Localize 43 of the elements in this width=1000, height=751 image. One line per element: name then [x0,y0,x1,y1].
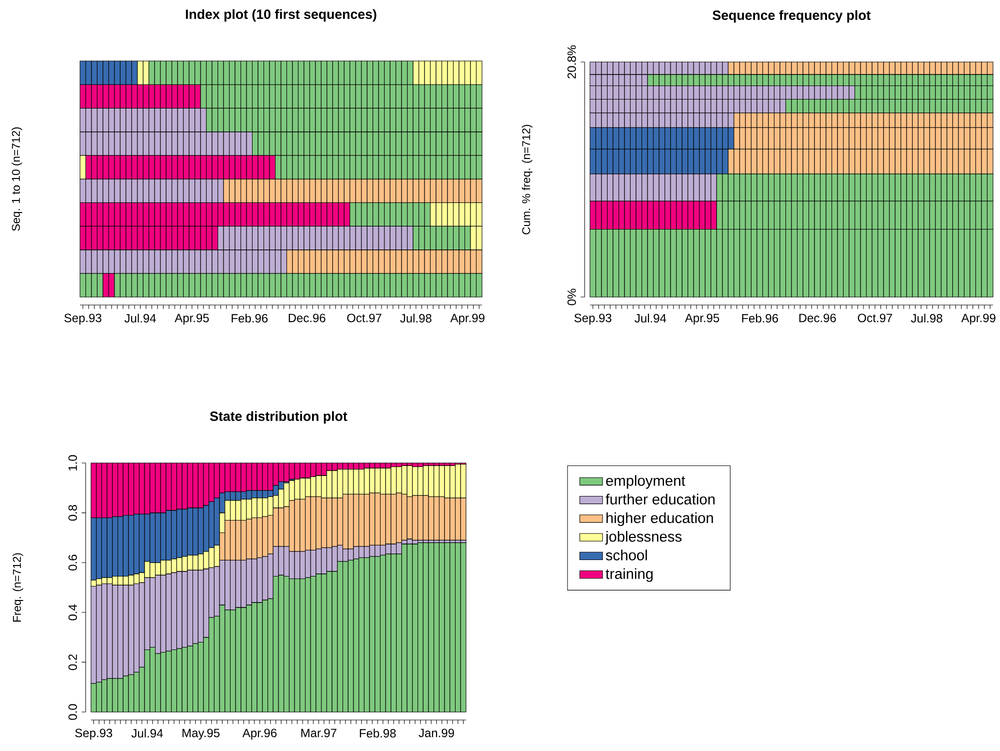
x-tick-label: Jul.94 [131,728,163,738]
x-tick-label: Oct.97 [347,314,382,322]
x-tick-label: Feb.96 [232,314,268,323]
y-tick-label: 0% [567,288,576,306]
x-tick-label: Sep.93 [64,314,102,325]
x-tick-label: Apr.95 [684,314,720,325]
y-tick-label: 0.2 [68,654,77,670]
chart-title: Index plot (10 first sequences) [186,9,376,22]
x-tick-label: Apr.99 [450,314,484,325]
y-axis-title: Cum. % freq. (n=712) [522,124,532,234]
x-tick-label: Apr.95 [174,314,209,325]
x-tick-label: Apr.99 [961,314,996,325]
legend-label: school [606,550,647,560]
legend-label: employment [606,475,686,489]
y-tick-label: 20.8% [567,45,576,78]
legend-label: training [606,568,653,582]
x-tick-label: Feb.98 [360,728,396,738]
x-tick-label: Dec.96 [799,314,836,322]
y-tick-label: 1.0 [68,455,77,470]
x-tick-label: Dec.96 [288,314,326,322]
legend-label: higher education [606,512,713,526]
x-tick-label: Jul.98 [400,314,432,323]
legend-label: joblessness [605,530,682,545]
chart-title: Sequence frequency plot [712,10,871,23]
x-tick-label: Apr.96 [242,728,277,740]
y-tick-label: 0.0 [68,704,77,720]
chart-title: State distribution plot [210,411,348,424]
x-tick-label: Sep.93 [574,314,612,325]
y-tick-label: 0.4 [68,604,77,620]
x-tick-label: Jul.94 [634,314,666,323]
x-tick-label: Jan.99 [418,728,454,738]
y-tick-label: 0.8 [68,504,77,521]
x-tick-label: May.95 [182,728,220,740]
y-tick-label: 0.6 [68,554,77,570]
x-tick-label: Jul.98 [910,314,942,323]
x-tick-label: Feb.96 [742,314,778,323]
y-axis-title: Freq. (n=712) [12,553,24,622]
x-tick-label: Sep.93 [75,728,112,740]
legend-label: further education [606,494,715,504]
x-tick-label: Mar.97 [301,728,336,738]
y-axis-title: Seq. 1 to 10 (n=712) [12,127,22,231]
x-tick-label: Oct.97 [858,314,892,322]
x-tick-label: Jul.94 [124,314,156,323]
